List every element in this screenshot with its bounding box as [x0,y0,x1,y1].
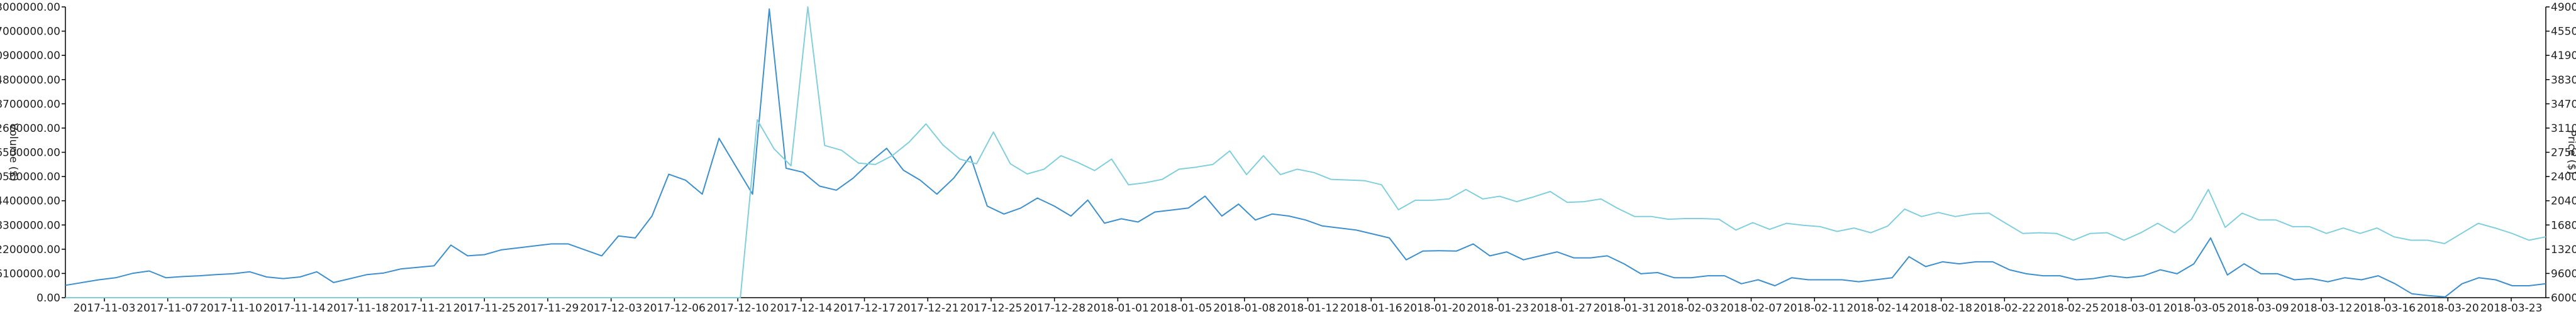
right-tick-label: 34700.00 [2551,98,2576,111]
series-lines [65,6,2546,298]
axes [65,7,2546,298]
right-tick-label: 13200.00 [2551,244,2576,256]
left-tick-label: 36500000.00 [0,147,60,160]
right-tick-label: 9600.00 [2551,268,2576,280]
x-tick-label: 2017-11-25 [453,302,516,314]
right-axis-title: Price ($) [2565,130,2576,175]
x-tick-label: 2017-12-03 [580,302,642,314]
x-tick-label: 2018-02-03 [1657,302,1719,314]
right-tick-label: 38300.00 [2551,74,2576,87]
x-tick-label: 2018-01-23 [1467,302,1529,314]
x-tick-label: 2017-11-29 [517,302,579,314]
right-tick-label: 24000.00 [2551,171,2576,183]
x-tick-label: 2017-11-18 [326,302,389,314]
x-tick-label: 2018-03-09 [2227,302,2289,314]
x-tick-label: 2018-02-11 [1784,302,1846,314]
right-tick-label: 41900.00 [2551,50,2576,62]
left-tick-label: 67000000.00 [0,26,60,38]
price-series-line [65,6,2546,298]
x-tick-label: 2018-03-01 [2100,302,2162,314]
left-tick-label: 60900000.00 [0,50,60,62]
x-tick-label: 2017-12-10 [707,302,769,314]
x-tick-label: 2018-02-25 [2037,302,2099,314]
x-tick-label: 2017-12-28 [1023,302,1085,314]
x-tick-label: 2018-01-12 [1277,302,1339,314]
left-tick-label: 18300000.00 [0,219,60,232]
x-tick-label: 2018-01-27 [1530,302,1592,314]
x-tick-label: 2017-11-21 [390,302,452,314]
x-tick-label: 2018-01-16 [1340,302,1402,314]
left-tick-label: 54800000.00 [0,74,60,87]
left-tick-label: 42600000.00 [0,122,60,135]
left-tick-label: 30500000.00 [0,171,60,183]
x-tick-label: 2017-11-14 [264,302,326,314]
left-tick-label: 24400000.00 [0,195,60,208]
volume-series-line [65,8,2546,298]
right-tick-label: 45500.00 [2551,26,2576,38]
right-tick-label: 6000.00 [2551,292,2576,305]
x-tick-label: 2018-01-31 [1594,302,1656,314]
left-tick-label: 6100000.00 [0,268,60,280]
x-tick-label: 2018-02-14 [1846,302,1909,314]
x-tick-label: 2017-11-10 [200,302,262,314]
x-tick-label: 2018-03-12 [2290,302,2352,314]
right-tick-label: 16800.00 [2551,219,2576,232]
left-tick-label: 0.00 [36,292,60,305]
x-tick-label: 2017-12-17 [833,302,896,314]
x-tick-label: 2018-03-16 [2353,302,2416,314]
x-tick-label: 2018-01-01 [1087,302,1149,314]
x-tick-label: 2017-12-14 [770,302,832,314]
right-tick-label: 31100.00 [2551,122,2576,135]
x-tick-label: 2018-03-05 [2163,302,2226,314]
x-tick-label: 2017-11-07 [136,302,199,314]
left-axis-title: Volume ($) [7,123,19,181]
x-axis-ticks: 2017-11-03 2017-11-07 2017-11-10 2017-11-14… [74,298,2543,314]
left-tick-label: 48700000.00 [0,98,60,111]
x-tick-label: 2017-12-21 [897,302,959,314]
x-tick-label: 2017-11-03 [74,302,136,314]
right-tick-label: 20400.00 [2551,195,2576,208]
x-tick-label: 2018-02-18 [1910,302,1972,314]
right-y-ticks: 6000.00 9600.00 13200.00 16800.00 20400.00 24… [2546,1,2576,305]
left-tick-label: 73000000.00 [0,1,60,14]
right-tick-label: 27500.00 [2551,147,2576,160]
x-tick-label: 2018-01-05 [1150,302,1213,314]
left-y-ticks: 0.00 6100000.00 12200000.00 18300000.00 2440… [0,1,65,305]
x-tick-label: 2018-01-20 [1404,302,1466,314]
right-tick-label: 49000.00 [2551,1,2576,14]
x-tick-label: 2017-12-06 [643,302,706,314]
x-tick-label: 2018-02-07 [1720,302,1782,314]
x-tick-label: 2018-03-20 [2417,302,2479,314]
x-tick-label: 2018-02-22 [1974,302,2036,314]
x-tick-label: 2018-03-23 [2480,302,2543,314]
left-tick-label: 12200000.00 [0,244,60,256]
x-tick-label: 2017-12-25 [960,302,1023,314]
x-tick-label: 2018-01-08 [1213,302,1275,314]
